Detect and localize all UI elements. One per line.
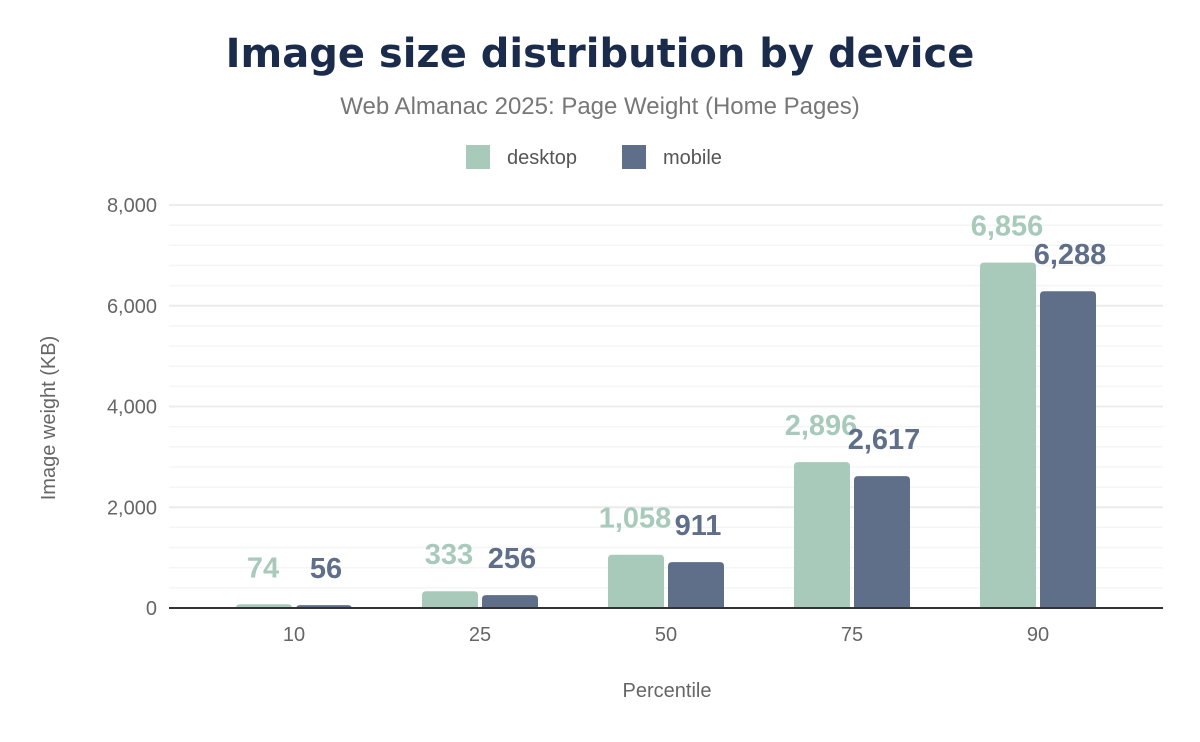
desktop-bar [422, 591, 478, 608]
mobile-bar [668, 562, 724, 608]
y-axis-ticks: 0 2,000 4,000 6,000 8,000 [107, 195, 157, 620]
y-tick-label: 8,000 [107, 195, 157, 217]
y-tick-label: 6,000 [107, 296, 157, 318]
legend: desktop mobile [466, 145, 722, 169]
y-axis-label: Image weight (KB) [38, 336, 60, 501]
legend-label-mobile: mobile [663, 147, 722, 169]
mobile-data-label: 6,288 [1034, 239, 1107, 271]
desktop-bar [794, 462, 850, 608]
desktop-data-label: 1,058 [599, 503, 672, 535]
legend-swatch-desktop [466, 145, 490, 169]
mobile-bar [1040, 291, 1096, 608]
mobile-bar [482, 595, 538, 608]
x-tick-label: 25 [469, 624, 491, 646]
x-tick-label: 90 [1027, 624, 1049, 646]
mobile-data-label: 911 [675, 510, 722, 542]
desktop-data-label: 333 [425, 539, 473, 571]
x-axis-label: Percentile [623, 680, 712, 702]
x-axis-ticks: 10 25 50 75 90 [283, 624, 1049, 646]
y-tick-label: 4,000 [107, 397, 157, 419]
mobile-data-label: 2,617 [848, 424, 921, 456]
desktop-data-label: 74 [247, 552, 279, 584]
chart-subtitle: Web Almanac 2025: Page Weight (Home Page… [340, 93, 859, 120]
mobile-data-label: 256 [488, 543, 536, 575]
mobile-data-label: 56 [310, 553, 342, 585]
desktop-bar [608, 554, 664, 608]
desktop-bar [980, 262, 1036, 608]
x-tick-label: 50 [655, 624, 677, 646]
x-tick-label: 75 [841, 624, 863, 646]
mobile-bar [854, 476, 910, 608]
y-tick-label: 0 [146, 598, 157, 620]
legend-label-desktop: desktop [507, 147, 577, 169]
y-tick-label: 2,000 [107, 497, 157, 519]
legend-swatch-mobile [622, 145, 646, 169]
desktop-data-label: 2,896 [785, 410, 858, 442]
desktop-data-label: 6,856 [971, 211, 1044, 243]
chart-title: Image size distribution by device [226, 31, 975, 77]
x-tick-label: 10 [283, 624, 305, 646]
